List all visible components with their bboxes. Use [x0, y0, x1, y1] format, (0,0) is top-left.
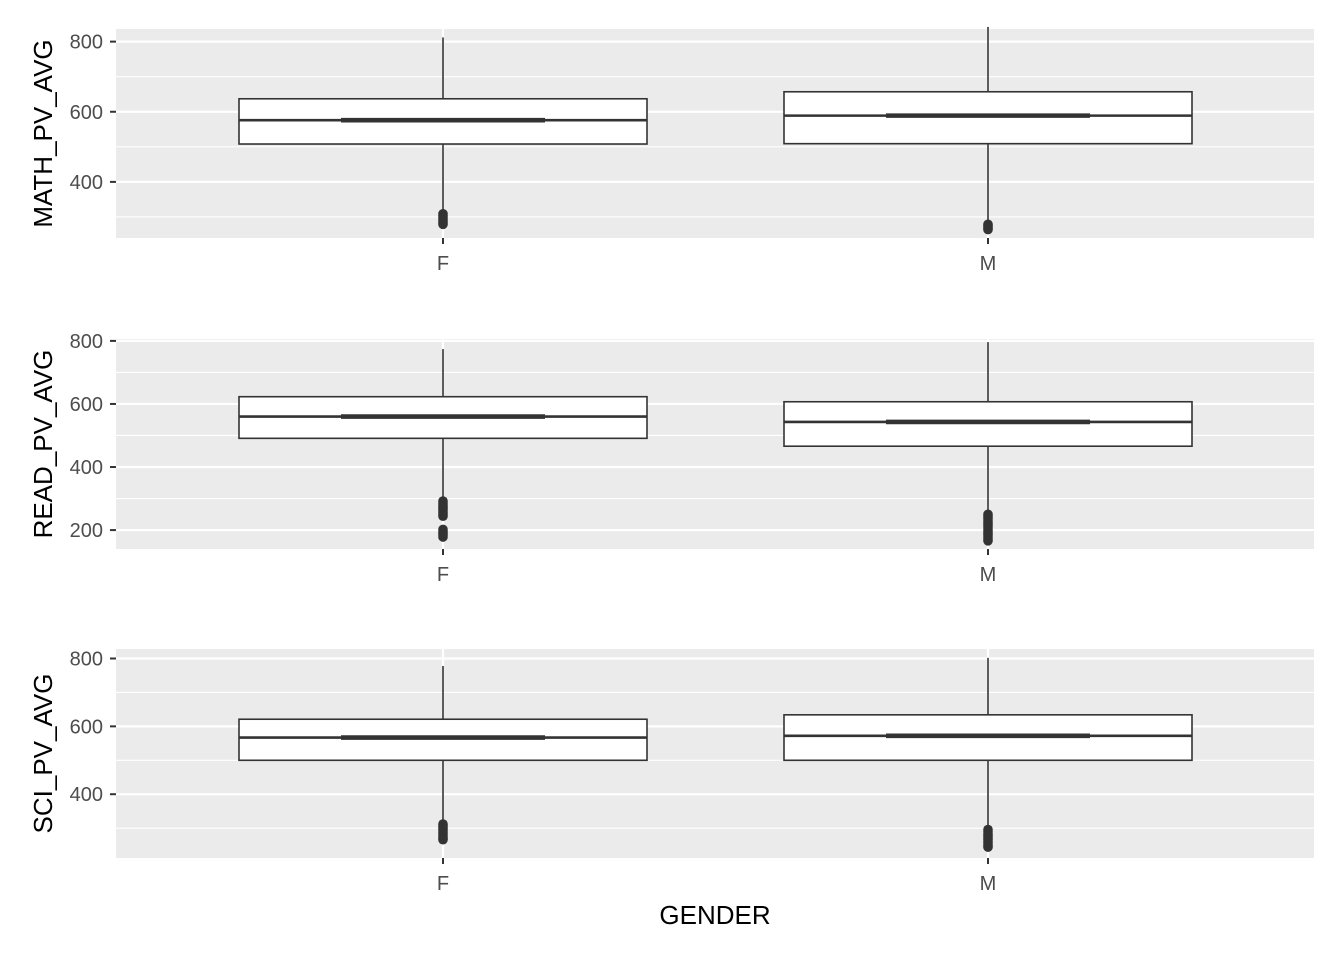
y-tick-label: 400 [70, 172, 103, 194]
y-tick-label: 400 [70, 784, 103, 806]
x-tick-label: F [437, 564, 449, 586]
y-tick-label: 600 [70, 716, 103, 738]
y-axis-title: MATH_PV_AVG [28, 39, 58, 227]
x-tick-label: M [980, 564, 997, 586]
x-tick-label: M [980, 873, 997, 895]
outlier-point [438, 834, 448, 845]
outlier-point [438, 511, 448, 522]
y-tick-label: 400 [70, 457, 103, 479]
outlier-point [438, 532, 448, 542]
outlier-point [983, 842, 993, 852]
x-tick-label: M [980, 253, 997, 275]
y-tick-label: 600 [70, 394, 103, 416]
y-tick-label: 800 [70, 32, 103, 54]
outlier-point [438, 219, 448, 230]
outlier-point [983, 536, 993, 546]
y-axis-title: SCI_PV_AVG [28, 674, 58, 834]
y-tick-label: 800 [70, 331, 103, 353]
outlier-point [983, 224, 993, 235]
y-tick-label: 600 [70, 102, 103, 124]
y-axis-title: READ_PV_AVG [28, 350, 58, 539]
y-tick-label: 800 [70, 649, 103, 671]
x-tick-label: F [437, 253, 449, 275]
x-axis-title: GENDER [659, 900, 770, 930]
y-tick-label: 200 [70, 520, 103, 542]
x-tick-label: F [437, 873, 449, 895]
